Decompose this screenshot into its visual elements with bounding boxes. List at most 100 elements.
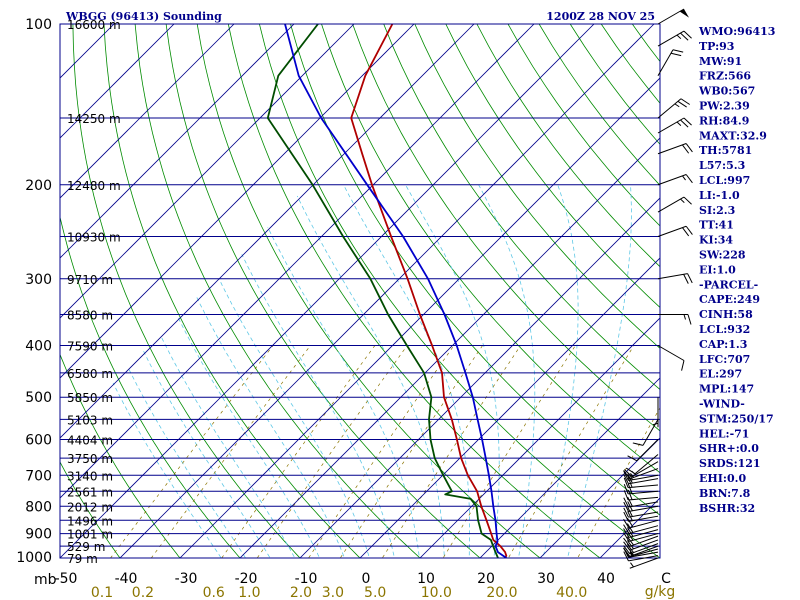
- wind-barb-full: [685, 225, 693, 235]
- wind-barb-full: [626, 543, 634, 553]
- wind-barb: [623, 506, 659, 518]
- index-label: CAPE:249: [699, 293, 760, 306]
- isotherm-line: [60, 24, 535, 499]
- wind-barb-staff: [629, 545, 659, 557]
- plot-frame: [59, 23, 661, 559]
- dry-adiabat-line: [352, 24, 660, 432]
- wind-barb-staff: [628, 555, 659, 562]
- wind-barb: [623, 496, 659, 508]
- wind-barb-full: [627, 496, 633, 507]
- height-label: 12480 m: [67, 179, 121, 193]
- wind-barb-full: [623, 470, 629, 481]
- height-label: 2561 m: [67, 485, 113, 499]
- wind-barb-full: [680, 98, 690, 105]
- pressure-tick-label: 100: [25, 17, 52, 33]
- wind-barb-staff: [628, 484, 659, 489]
- wind-barb: [623, 501, 659, 512]
- pressure-unit-label: mb: [34, 572, 57, 588]
- pressure-tick-label: 300: [25, 272, 52, 288]
- isotherm-line: [479, 377, 660, 558]
- wind-barb-full: [670, 52, 682, 57]
- temperature-tick-label: 30: [537, 571, 555, 587]
- wind-barb-full: [623, 507, 629, 518]
- index-label: -PARCEL-: [699, 278, 758, 291]
- wind-barb: [626, 454, 659, 475]
- wind-barb-half: [629, 474, 633, 481]
- height-label: 6580 m: [67, 367, 113, 381]
- isotherm-line: [539, 437, 660, 558]
- wind-barb-staff: [631, 461, 659, 478]
- wind-barb-full: [672, 49, 684, 53]
- dry-adiabat-line: [196, 24, 541, 558]
- index-label: MAXT:32.9: [699, 129, 767, 142]
- index-label: PW:2.39: [699, 100, 750, 113]
- wind-barb-staff: [657, 30, 685, 47]
- moist-adiabat-line: [112, 382, 222, 558]
- moist-adiabat-line: [267, 226, 420, 558]
- isotherms: [60, 24, 660, 558]
- isotherm-line: [60, 24, 175, 139]
- wind-barb-full: [627, 506, 633, 517]
- wind-barb-flag: [679, 9, 689, 18]
- moist-adiabat-line: [296, 195, 445, 558]
- moist-adiabat-line: [160, 336, 296, 558]
- wind-barb-full: [687, 273, 693, 284]
- mixing-ratio-axis: 0.1 0.2 0.6 1.0 2.0 3.0 5.0 10.0 20.0 40.0: [91, 585, 587, 600]
- pressure-tick-label: 500: [25, 390, 52, 406]
- wind-barb: [623, 517, 659, 529]
- height-label: 3750 m: [67, 452, 113, 466]
- isotherm-line: [179, 77, 660, 558]
- wind-barb-full: [627, 483, 633, 494]
- wind-barb-full: [627, 511, 633, 521]
- index-label: LCL:997: [699, 174, 750, 187]
- wind-barb-full: [623, 551, 629, 562]
- moist-adiabat-line: [343, 184, 470, 558]
- wind-barbs: [623, 8, 693, 569]
- pressure-tick-label: 800: [25, 499, 52, 515]
- height-label: 529 m: [67, 540, 105, 554]
- height-labels: 16600 m 14250 m 12480 m 10930 m 9710 m 8580 m…: [67, 18, 121, 566]
- wind-barb-staff: [657, 273, 688, 280]
- temperature-tick-label: -20: [235, 571, 258, 587]
- index-label: HEL:-71: [699, 427, 749, 440]
- index-label: BRN:7.8: [699, 487, 751, 500]
- height-label: 7590 m: [67, 340, 113, 354]
- index-label: EL:297: [699, 368, 742, 381]
- wind-barb: [623, 527, 659, 538]
- mixing-ratio-line: [507, 345, 635, 558]
- wind-barb-half: [630, 562, 634, 568]
- isotherm-line: [419, 317, 660, 558]
- height-label: 5850 m: [67, 391, 113, 405]
- dry-adiabat-line: [60, 461, 121, 558]
- wind-barb-full: [626, 467, 636, 475]
- wind-barb-staff: [657, 49, 674, 76]
- wind-barb-full: [623, 518, 630, 529]
- wind-barb: [623, 470, 659, 481]
- mixing-ratio-line: [577, 407, 660, 558]
- index-label: FRZ:566: [699, 70, 751, 83]
- wind-barb-staff: [628, 496, 659, 501]
- wind-barb-full: [623, 490, 629, 501]
- mixing-ratio-tick-label: 20.0: [486, 585, 517, 600]
- wind-barb-full: [680, 119, 689, 128]
- wind-barb-staff: [628, 478, 659, 485]
- moist-adiabat-line: [567, 184, 632, 558]
- wind-barb: [657, 143, 693, 155]
- index-label: CINH:58: [699, 308, 753, 321]
- mixing-ratio-line: [442, 345, 576, 558]
- height-label: 9710 m: [67, 273, 113, 287]
- index-label: L57:5.3: [699, 159, 745, 172]
- index-label: EHI:0.0: [699, 472, 746, 485]
- wind-barb: [623, 539, 659, 551]
- moist-adiabat-line: [405, 184, 500, 558]
- isotherm-line: [359, 257, 660, 558]
- wind-barb: [623, 543, 659, 555]
- temperature-tick-label: -50: [55, 571, 78, 587]
- wind-barb-full: [623, 474, 629, 485]
- wind-barb: [623, 477, 659, 489]
- mixing-ratio-tick-label: 0.6: [203, 585, 225, 600]
- index-label: EI:1.0: [699, 263, 736, 276]
- moist-adiabat-line: [542, 184, 579, 558]
- wind-barb-staff: [628, 474, 659, 481]
